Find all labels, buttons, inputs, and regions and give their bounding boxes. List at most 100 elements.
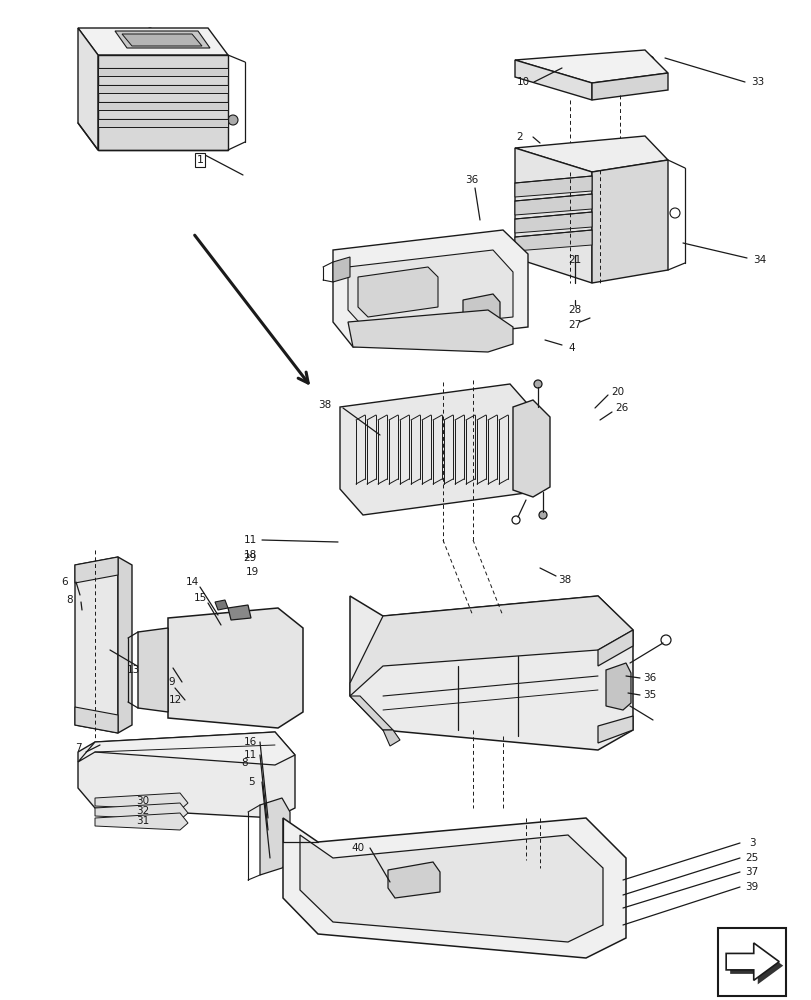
Circle shape xyxy=(200,632,276,708)
Circle shape xyxy=(539,511,547,519)
Circle shape xyxy=(89,694,101,706)
Polygon shape xyxy=(514,176,591,197)
Polygon shape xyxy=(514,50,667,83)
Polygon shape xyxy=(350,696,393,730)
Text: 3: 3 xyxy=(748,838,754,848)
Text: 29: 29 xyxy=(243,553,256,563)
Text: 20: 20 xyxy=(611,387,624,397)
Polygon shape xyxy=(75,707,118,733)
Text: 11: 11 xyxy=(243,750,256,760)
Text: 33: 33 xyxy=(750,77,764,87)
Text: 30: 30 xyxy=(136,796,149,806)
Text: 6: 6 xyxy=(62,577,68,587)
Polygon shape xyxy=(597,630,633,666)
Polygon shape xyxy=(514,194,591,215)
Circle shape xyxy=(534,380,541,388)
Circle shape xyxy=(181,668,185,672)
Polygon shape xyxy=(388,862,440,898)
Polygon shape xyxy=(98,102,228,110)
Text: 35: 35 xyxy=(642,690,656,700)
Circle shape xyxy=(453,897,462,907)
Text: 40: 40 xyxy=(351,843,364,853)
Text: 7: 7 xyxy=(75,743,81,753)
Polygon shape xyxy=(333,230,527,347)
Text: 5: 5 xyxy=(248,777,255,787)
Text: 11: 11 xyxy=(243,535,256,545)
Circle shape xyxy=(178,665,188,675)
Text: 27: 27 xyxy=(568,320,581,330)
Polygon shape xyxy=(98,85,228,93)
Bar xyxy=(717,928,785,996)
Circle shape xyxy=(266,821,273,828)
Text: 9: 9 xyxy=(169,677,175,687)
Polygon shape xyxy=(95,793,188,810)
Polygon shape xyxy=(122,34,202,46)
Polygon shape xyxy=(350,596,633,750)
Polygon shape xyxy=(514,60,591,100)
Text: 31: 31 xyxy=(136,816,149,826)
Circle shape xyxy=(207,37,212,43)
Text: 32: 32 xyxy=(136,806,149,816)
Circle shape xyxy=(266,841,273,848)
Polygon shape xyxy=(333,257,350,282)
Text: 10: 10 xyxy=(516,77,529,87)
Text: 13: 13 xyxy=(127,665,139,675)
Polygon shape xyxy=(462,294,500,327)
Circle shape xyxy=(89,37,95,43)
Circle shape xyxy=(228,115,238,125)
Text: 8: 8 xyxy=(67,595,73,605)
Text: 18: 18 xyxy=(243,550,256,560)
Circle shape xyxy=(513,905,522,915)
Polygon shape xyxy=(591,73,667,100)
Circle shape xyxy=(89,584,101,595)
Polygon shape xyxy=(725,943,779,980)
Polygon shape xyxy=(78,732,294,818)
Text: 19: 19 xyxy=(245,567,259,577)
Circle shape xyxy=(147,28,152,34)
Polygon shape xyxy=(597,716,633,743)
Polygon shape xyxy=(95,813,188,830)
Polygon shape xyxy=(514,148,591,283)
Circle shape xyxy=(445,890,470,914)
Circle shape xyxy=(647,58,651,62)
Text: 1: 1 xyxy=(196,155,204,165)
Polygon shape xyxy=(98,55,228,150)
Polygon shape xyxy=(513,400,549,497)
Circle shape xyxy=(212,644,264,696)
Text: 36: 36 xyxy=(642,673,656,683)
Polygon shape xyxy=(514,136,667,172)
Polygon shape xyxy=(514,230,591,251)
Polygon shape xyxy=(168,608,303,728)
Polygon shape xyxy=(299,835,603,942)
Polygon shape xyxy=(350,596,633,696)
Text: 38: 38 xyxy=(558,575,571,585)
Text: 34: 34 xyxy=(753,255,766,265)
Polygon shape xyxy=(138,628,168,712)
Text: 38: 38 xyxy=(318,400,331,410)
Polygon shape xyxy=(118,557,132,733)
Polygon shape xyxy=(283,818,625,958)
Polygon shape xyxy=(260,798,290,875)
Text: 36: 36 xyxy=(465,175,478,185)
Circle shape xyxy=(89,619,101,631)
Polygon shape xyxy=(348,310,513,352)
Polygon shape xyxy=(228,605,251,620)
Polygon shape xyxy=(98,68,228,76)
Circle shape xyxy=(513,855,522,865)
Polygon shape xyxy=(95,803,188,820)
Polygon shape xyxy=(348,250,513,332)
Text: 14: 14 xyxy=(185,577,199,587)
Text: 28: 28 xyxy=(568,305,581,315)
Text: 12: 12 xyxy=(168,695,182,705)
Polygon shape xyxy=(358,267,437,317)
Circle shape xyxy=(532,863,543,873)
Text: 16: 16 xyxy=(243,737,256,747)
Polygon shape xyxy=(75,557,118,733)
Text: 39: 39 xyxy=(744,882,757,892)
Polygon shape xyxy=(383,730,400,746)
Polygon shape xyxy=(98,119,228,127)
Polygon shape xyxy=(591,160,667,283)
Polygon shape xyxy=(340,384,532,515)
Polygon shape xyxy=(215,600,228,610)
Polygon shape xyxy=(78,28,98,150)
